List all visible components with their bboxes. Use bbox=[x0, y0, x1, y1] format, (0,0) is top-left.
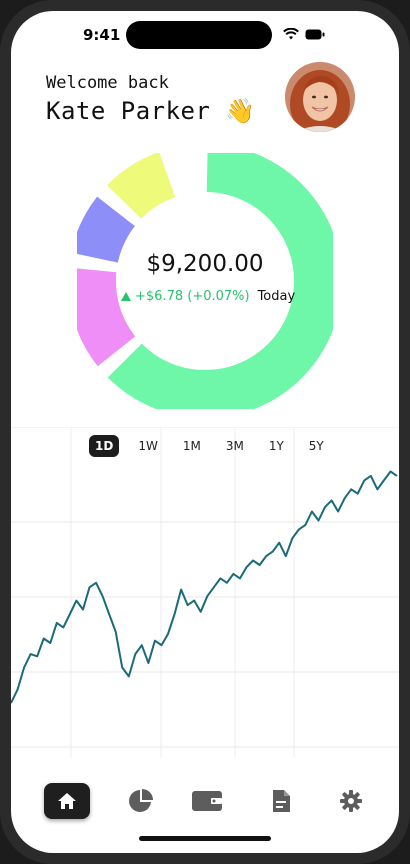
user-name: Kate Parker 👋 bbox=[46, 97, 256, 125]
welcome-text: Welcome back bbox=[46, 73, 169, 93]
tab-settings[interactable] bbox=[328, 783, 374, 819]
app-screen: 9:41 Welcome back Kate Parker 👋 bbox=[11, 11, 399, 853]
tab-portfolio[interactable] bbox=[118, 783, 164, 819]
home-icon bbox=[58, 793, 76, 809]
price-line-series bbox=[11, 470, 398, 704]
donut-segment-1 bbox=[107, 153, 333, 409]
gear-icon bbox=[340, 790, 362, 812]
donut-segment-2 bbox=[77, 268, 136, 367]
portfolio-balance: $9,200.00 bbox=[146, 251, 264, 277]
document-icon bbox=[273, 790, 290, 812]
range-3m[interactable]: 3M bbox=[225, 439, 244, 453]
tab-documents[interactable] bbox=[258, 783, 304, 819]
battery-icon bbox=[305, 29, 325, 39]
avatar[interactable] bbox=[285, 62, 355, 132]
range-1y[interactable]: 1Y bbox=[268, 439, 284, 453]
up-arrow-icon bbox=[121, 292, 131, 301]
range-1w[interactable]: 1W bbox=[138, 439, 158, 453]
wifi-icon bbox=[283, 28, 299, 40]
portfolio-change: +$6.78 (+0.07%) bbox=[135, 289, 250, 304]
range-1d[interactable]: 1D bbox=[89, 435, 120, 457]
status-time: 9:41 bbox=[83, 26, 121, 44]
wallet-icon bbox=[192, 791, 222, 811]
status-icons bbox=[283, 28, 325, 40]
dynamic-island bbox=[126, 21, 272, 49]
portfolio-change-row: +$6.78 (+0.07%) Today bbox=[121, 289, 295, 304]
bottom-tab-bar bbox=[11, 777, 399, 837]
donut-segment-4 bbox=[107, 153, 177, 220]
change-period: Today bbox=[257, 289, 296, 304]
price-line-chart bbox=[11, 427, 399, 757]
donut-hole bbox=[116, 192, 294, 370]
time-range-selector: 1D 1W 1M 3M 1Y 5Y bbox=[89, 435, 343, 457]
range-1m[interactable]: 1M bbox=[182, 439, 201, 453]
pie-chart-icon bbox=[129, 789, 153, 812]
avatar-image bbox=[285, 62, 355, 132]
home-indicator bbox=[139, 836, 271, 841]
donut-segment-3 bbox=[77, 196, 136, 264]
range-5y[interactable]: 5Y bbox=[308, 439, 324, 453]
chart-grid bbox=[11, 427, 399, 757]
allocation-donut-chart bbox=[77, 153, 333, 409]
tab-wallet[interactable] bbox=[184, 783, 230, 819]
tab-home[interactable] bbox=[44, 783, 90, 819]
